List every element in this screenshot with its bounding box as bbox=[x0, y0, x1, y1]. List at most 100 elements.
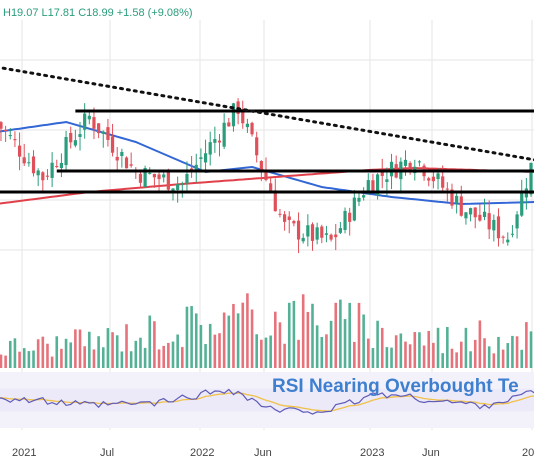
candle-body bbox=[436, 173, 440, 180]
candle-body bbox=[250, 122, 254, 135]
candle-body bbox=[138, 173, 143, 183]
candle-body bbox=[87, 115, 91, 120]
candle-body bbox=[338, 228, 342, 233]
support-resistance-lines bbox=[0, 109, 534, 194]
volume-bar bbox=[501, 349, 505, 368]
volume-bar bbox=[83, 346, 86, 368]
volume-bar bbox=[306, 311, 310, 368]
volume-bar bbox=[297, 339, 300, 368]
candle-body bbox=[217, 140, 222, 143]
candle-body bbox=[110, 136, 115, 153]
volume-bar bbox=[60, 348, 63, 368]
candle-body bbox=[78, 134, 82, 137]
volume-bar bbox=[464, 327, 468, 368]
candle-body bbox=[362, 195, 366, 198]
volume-bar bbox=[362, 314, 365, 368]
candle-body bbox=[273, 190, 277, 212]
candle-body bbox=[310, 224, 315, 241]
volume-bar bbox=[218, 333, 221, 368]
candle-body bbox=[343, 210, 347, 230]
candle-body bbox=[245, 123, 250, 128]
volume-bar bbox=[469, 351, 472, 368]
volume-bar bbox=[255, 334, 259, 368]
candle-body bbox=[459, 196, 463, 216]
volume-bar bbox=[222, 312, 226, 368]
volume-bar bbox=[385, 347, 389, 368]
candle-body bbox=[408, 162, 412, 171]
x-tick-label: 2023 bbox=[360, 447, 384, 459]
volume-bar bbox=[520, 349, 524, 368]
candle-body bbox=[357, 197, 361, 202]
volume-bar bbox=[427, 330, 431, 368]
x-tick-label: 202 bbox=[522, 447, 534, 459]
volume-bar bbox=[101, 347, 105, 368]
candle-body bbox=[506, 239, 510, 243]
volume-bar bbox=[529, 331, 533, 368]
volume-bar bbox=[236, 313, 240, 368]
volume-bar bbox=[227, 315, 231, 368]
candle-body bbox=[450, 189, 454, 206]
candle-body bbox=[259, 161, 263, 171]
volume-bar bbox=[478, 320, 482, 368]
candle-body bbox=[64, 136, 68, 166]
volume-bar bbox=[167, 342, 170, 368]
volume-bar bbox=[27, 351, 31, 368]
candle-body bbox=[296, 220, 301, 240]
candle-body bbox=[231, 103, 236, 127]
candle-body bbox=[199, 157, 203, 159]
candle-body bbox=[115, 156, 119, 161]
volume-bar bbox=[41, 336, 45, 368]
volume-bar bbox=[115, 335, 119, 368]
candle-body bbox=[143, 168, 147, 188]
candle-body bbox=[389, 161, 394, 177]
candle-body bbox=[55, 166, 59, 168]
candle-body bbox=[445, 188, 449, 190]
candle-body bbox=[315, 227, 319, 240]
volume-bar bbox=[506, 343, 510, 368]
ohlc-readout: H19.07 L17.81 C18.99 +1.58 (+9.08%) bbox=[3, 7, 193, 19]
volume-bar bbox=[353, 341, 356, 368]
volume-bar bbox=[232, 303, 235, 368]
rsi-lines bbox=[0, 388, 534, 415]
volume-bar bbox=[455, 352, 458, 368]
candle-body bbox=[482, 211, 487, 217]
volume-bar bbox=[357, 302, 361, 368]
candle-body bbox=[152, 173, 157, 178]
candle-body bbox=[176, 184, 180, 190]
candle-body bbox=[59, 162, 64, 169]
candle-body bbox=[375, 174, 380, 196]
volume-bar bbox=[459, 341, 463, 368]
volume-bar bbox=[515, 336, 519, 368]
volume-bar bbox=[441, 353, 444, 368]
volume-bar bbox=[4, 355, 7, 368]
volume-bar bbox=[204, 344, 207, 368]
candle-body bbox=[348, 212, 352, 222]
volume-bar bbox=[157, 349, 161, 368]
candle-body bbox=[241, 109, 245, 124]
volume-bar bbox=[404, 341, 407, 368]
candle-body bbox=[97, 123, 101, 134]
volume-bar bbox=[8, 340, 12, 368]
candle-body bbox=[496, 216, 501, 239]
volume-bar bbox=[380, 327, 384, 368]
volume-bar bbox=[311, 303, 314, 368]
candlesticks bbox=[0, 98, 533, 254]
candle-body bbox=[468, 208, 473, 215]
volume-bar bbox=[208, 323, 212, 368]
volume-bar bbox=[134, 340, 138, 368]
volume-bar bbox=[143, 347, 147, 368]
volume-bar bbox=[176, 334, 179, 368]
candle-body bbox=[320, 226, 324, 238]
volume-bar bbox=[418, 332, 421, 368]
x-tick-label: 2021 bbox=[12, 447, 36, 459]
volume-bar bbox=[171, 341, 175, 368]
volume-bar bbox=[525, 322, 528, 368]
candle-body bbox=[278, 213, 282, 215]
volume-bar bbox=[36, 339, 40, 368]
candle-body bbox=[282, 214, 287, 222]
volume-bar bbox=[320, 336, 324, 368]
x-tick-label: Jun bbox=[254, 447, 272, 459]
volume-bar bbox=[55, 336, 59, 368]
volume-bar bbox=[473, 339, 477, 368]
